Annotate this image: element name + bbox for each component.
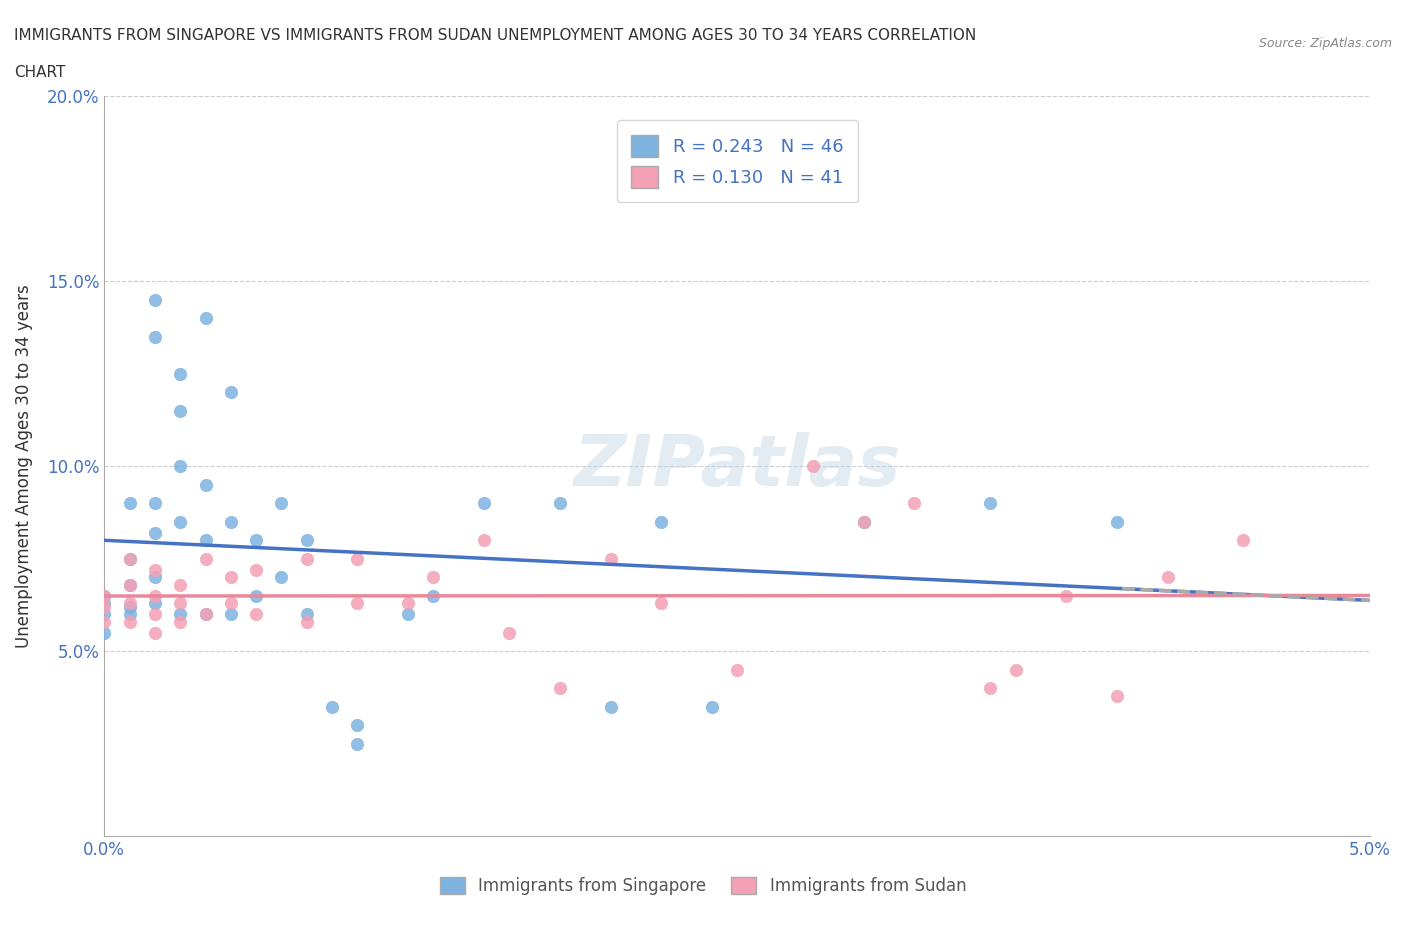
Point [194, 607, 217, 622]
Point [346, 596, 368, 611]
Point [143, 496, 166, 511]
Point [93, 607, 115, 622]
Point [270, 570, 292, 585]
Point [194, 533, 217, 548]
Point [321, 699, 343, 714]
Point [903, 496, 925, 511]
Point [93, 596, 115, 611]
Point [143, 625, 166, 640]
Point [650, 514, 672, 529]
Text: CHART: CHART [14, 65, 66, 80]
Point [346, 737, 368, 751]
Point [169, 578, 191, 592]
Point [295, 607, 318, 622]
Point [93, 589, 115, 604]
Point [852, 514, 875, 529]
Point [118, 607, 141, 622]
Point [169, 607, 191, 622]
Point [93, 600, 115, 615]
Point [245, 607, 267, 622]
Point [1156, 570, 1178, 585]
Point [143, 607, 166, 622]
Point [498, 625, 520, 640]
Point [1004, 662, 1026, 677]
Point [219, 607, 242, 622]
Point [93, 625, 115, 640]
Point [1105, 514, 1128, 529]
Point [169, 615, 191, 630]
Point [801, 458, 824, 473]
Y-axis label: Unemployment Among Ages 30 to 34 years: Unemployment Among Ages 30 to 34 years [15, 285, 32, 648]
Point [143, 570, 166, 585]
Point [194, 607, 217, 622]
Point [93, 615, 115, 630]
Point [650, 596, 672, 611]
Point [118, 551, 141, 566]
Point [143, 563, 166, 578]
Point [169, 404, 191, 418]
Point [599, 551, 621, 566]
Point [143, 329, 166, 344]
Point [270, 496, 292, 511]
Point [118, 496, 141, 511]
Point [346, 551, 368, 566]
Point [548, 681, 571, 696]
Point [194, 477, 217, 492]
Point [118, 578, 141, 592]
Text: IMMIGRANTS FROM SINGAPORE VS IMMIGRANTS FROM SUDAN UNEMPLOYMENT AMONG AGES 30 TO: IMMIGRANTS FROM SINGAPORE VS IMMIGRANTS … [14, 28, 976, 43]
Point [219, 570, 242, 585]
Point [1232, 533, 1254, 548]
Point [346, 718, 368, 733]
Point [118, 578, 141, 592]
Point [219, 596, 242, 611]
Point [700, 699, 723, 714]
Point [219, 514, 242, 529]
Point [422, 589, 444, 604]
Text: ZIPatlas: ZIPatlas [574, 432, 901, 501]
Point [169, 514, 191, 529]
Point [169, 366, 191, 381]
Point [295, 533, 318, 548]
Point [472, 533, 495, 548]
Point [599, 699, 621, 714]
Point [979, 681, 1001, 696]
Point [194, 311, 217, 325]
Point [143, 589, 166, 604]
Point [295, 551, 318, 566]
Point [396, 596, 419, 611]
Point [852, 514, 875, 529]
Legend: Immigrants from Singapore, Immigrants from Sudan: Immigrants from Singapore, Immigrants fr… [432, 869, 974, 903]
Point [169, 596, 191, 611]
Point [143, 596, 166, 611]
Legend: R = 0.243   N = 46, R = 0.130   N = 41: R = 0.243 N = 46, R = 0.130 N = 41 [617, 120, 858, 202]
Point [725, 662, 748, 677]
Point [245, 563, 267, 578]
Point [1105, 688, 1128, 703]
Point [472, 496, 495, 511]
Point [169, 458, 191, 473]
Point [118, 600, 141, 615]
Point [245, 589, 267, 604]
Point [396, 607, 419, 622]
Point [118, 615, 141, 630]
Point [118, 596, 141, 611]
Point [979, 496, 1001, 511]
Text: Source: ZipAtlas.com: Source: ZipAtlas.com [1258, 37, 1392, 50]
Point [118, 551, 141, 566]
Point [143, 525, 166, 540]
Point [219, 385, 242, 400]
Point [1054, 589, 1077, 604]
Point [245, 533, 267, 548]
Point [422, 570, 444, 585]
Point [295, 615, 318, 630]
Point [548, 496, 571, 511]
Point [194, 551, 217, 566]
Point [143, 292, 166, 307]
Point [93, 589, 115, 604]
